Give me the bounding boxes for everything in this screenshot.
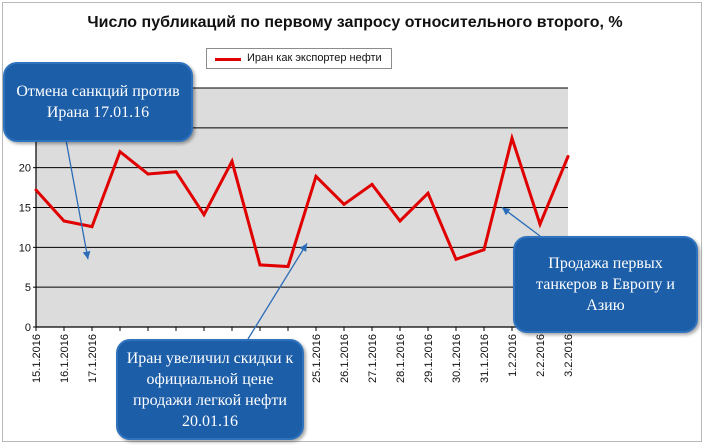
x-tick-label: 29.1.2016: [423, 334, 435, 383]
data-point: [370, 182, 374, 186]
data-point: [342, 202, 346, 206]
legend: Иран как экспортер нефти: [206, 48, 392, 69]
y-tick-label: 0: [25, 322, 31, 334]
y-axis-ticks: 0 5 10 15 20: [19, 163, 36, 334]
callout-sanctions-text: Отмена санкций против Ирана 17.01.16: [16, 83, 180, 121]
data-point: [230, 159, 234, 163]
data-point: [426, 191, 430, 195]
callout-arrow: [247, 243, 308, 340]
data-point: [118, 150, 122, 154]
x-tick-label: 1.2.2016: [507, 334, 519, 377]
data-point: [90, 225, 94, 229]
x-tick-label: 27.1.2016: [367, 334, 379, 383]
callout-arrows: [65, 139, 541, 340]
x-tick-label: 25.1.2016: [311, 334, 323, 383]
data-point: [398, 219, 402, 223]
x-tick-label: 15.1.2016: [31, 334, 43, 383]
y-tick-label: 5: [25, 282, 31, 294]
data-point: [510, 136, 514, 140]
data-point: [146, 172, 150, 176]
x-tick-label: 28.1.2016: [395, 334, 407, 383]
x-tick-label: 3.2.2016: [563, 334, 575, 377]
callout-tankers-text: Продажа первых танкеров в Европу и Азию: [536, 255, 675, 314]
series-line: [34, 132, 570, 269]
series-group: [34, 132, 570, 269]
chart-title: Число публикаций по первому запросу отно…: [87, 14, 623, 31]
y-tick-label: 15: [19, 203, 31, 215]
x-tick-label: 16.1.2016: [59, 334, 71, 383]
x-tick-label: 26.1.2016: [339, 334, 351, 383]
data-point: [538, 222, 542, 226]
callout-sanctions: Отмена санкций против Ирана 17.01.16: [3, 62, 193, 142]
y-tick-label: 20: [19, 163, 31, 175]
data-point: [566, 155, 570, 159]
data-point: [482, 248, 486, 252]
data-point: [34, 188, 38, 192]
data-point: [62, 219, 66, 223]
data-point: [454, 257, 458, 261]
data-point: [258, 263, 262, 267]
x-tick-label: 17.1.2016: [87, 334, 99, 383]
x-tick-label: 31.1.2016: [479, 334, 491, 383]
data-point: [286, 264, 290, 268]
y-tick-label: 10: [19, 242, 31, 254]
callout-discounts-text: Иран увеличил скидки к официальной цене …: [126, 349, 294, 430]
x-tick-label: 2.2.2016: [535, 334, 547, 377]
data-point: [174, 170, 178, 174]
legend-swatch: [215, 58, 241, 61]
data-point: [314, 174, 318, 178]
callout-tankers: Продажа первых танкеров в Европу и Азию: [513, 236, 698, 333]
callout-arrow: [65, 139, 91, 260]
callout-arrow: [501, 206, 541, 237]
legend-label: Иран как экспортер нефти: [247, 52, 382, 64]
x-tick-label: 30.1.2016: [451, 334, 463, 383]
x-axis-ticks: 15.1.2016 16.1.2016 17.1.2016 25.1.2016 26.1…: [31, 327, 575, 383]
callout-discounts: Иран увеличил скидки к официальной цене …: [116, 339, 304, 440]
data-point: [202, 213, 206, 217]
